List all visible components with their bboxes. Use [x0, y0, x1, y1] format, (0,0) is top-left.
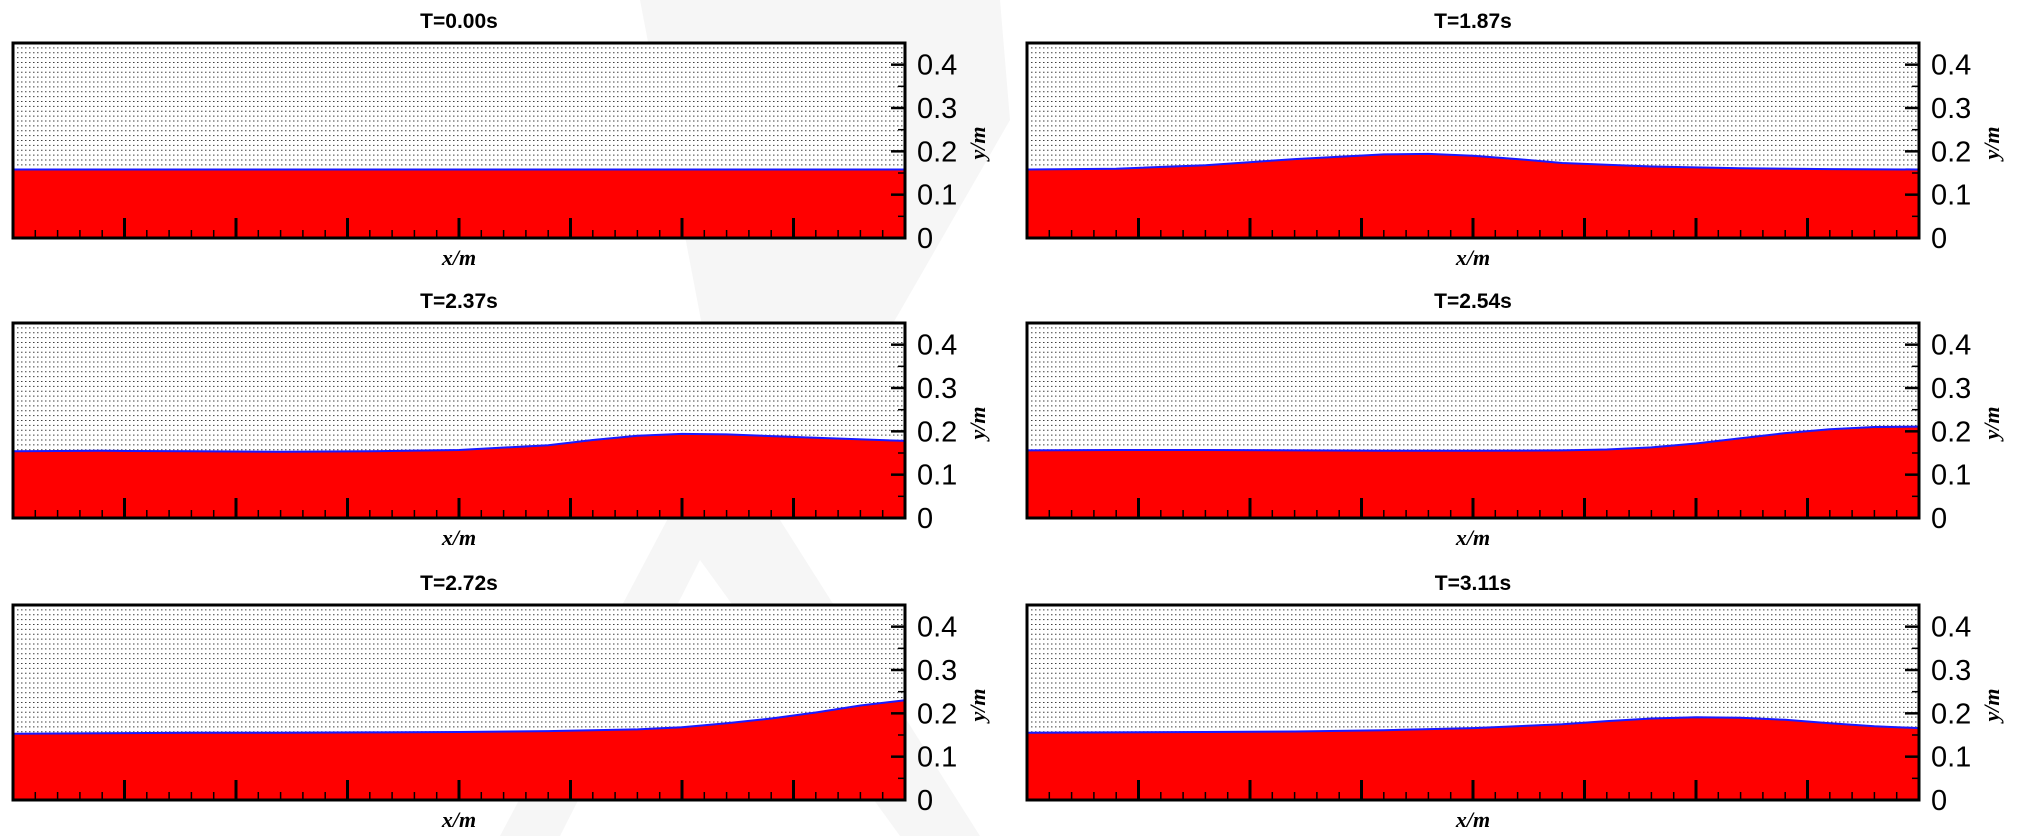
y-tick-label: 0.1	[917, 180, 957, 212]
x-ticks	[1048, 498, 1898, 518]
panel-5: T=2.72s 0 0.1 0.2 0.3 0.4 x/m y/m	[11, 572, 990, 832]
y-tick-label: 0.2	[917, 698, 957, 730]
water-area	[13, 433, 905, 518]
panel-4: T=2.54s 0 0.1 0.2 0.3 0.4 x/m y/m	[1025, 290, 2004, 550]
y-tick-label: 0.1	[917, 742, 957, 774]
y-tick-label: 0.1	[1931, 180, 1971, 212]
y-tick-label: 0	[917, 785, 933, 817]
y-tick-label: 0	[917, 223, 933, 255]
water-area	[1027, 153, 1919, 238]
y-axis-label: y/m	[1979, 127, 2004, 163]
panel-1: T=0.00s 0 0.1 0.2 0.3 0.4 x/m y/m	[11, 10, 990, 270]
x-ticks	[1048, 780, 1898, 800]
panel-2: T=1.87s 0 0.1 0.2 0.3 0.4 x/m y/m	[1025, 10, 2004, 270]
y-axis-label: y/m	[965, 127, 990, 163]
y-tick-label: 0.2	[1931, 416, 1971, 448]
x-axis-label: x/m	[441, 807, 476, 832]
y-tick-label: 0.4	[1931, 612, 1971, 644]
water-area	[1027, 717, 1919, 800]
x-ticks	[34, 218, 884, 238]
y-tick-label: 0	[1931, 503, 1947, 535]
y-tick-label: 0.3	[917, 373, 957, 405]
panel-6: T=3.11s 0 0.1 0.2 0.3 0.4 x/m y/m	[1025, 572, 2004, 832]
y-tick-label: 0.3	[917, 655, 957, 687]
panel-3: T=2.37s 0 0.1 0.2 0.3 0.4 x/m y/m	[11, 290, 990, 550]
y-ticks	[891, 63, 905, 218]
free-surface-line	[1026, 716, 1920, 734]
panel-title: T=2.54s	[1434, 290, 1512, 313]
free-surface-line	[1026, 425, 1920, 452]
y-tick-label: 0	[1931, 223, 1947, 255]
y-tick-label: 0.3	[917, 93, 957, 125]
y-tick-label: 0.4	[917, 50, 957, 82]
y-tick-label: 0.4	[917, 330, 957, 362]
panel-title: T=1.87s	[1434, 10, 1512, 33]
x-axis-label: x/m	[1455, 807, 1490, 832]
y-tick-label: 0	[917, 503, 933, 535]
y-tick-label: 0.2	[1931, 136, 1971, 168]
panel-title: T=2.72s	[420, 572, 498, 595]
y-tick-label: 0.2	[917, 136, 957, 168]
x-axis-label: x/m	[441, 525, 476, 550]
y-tick-label: 0	[1931, 785, 1947, 817]
y-tick-label: 0.4	[1931, 330, 1971, 362]
free-surface-line	[12, 699, 906, 735]
y-axis-label: y/m	[965, 407, 990, 443]
free-surface-line	[1026, 152, 1920, 171]
y-ticks	[891, 343, 905, 498]
x-axis-label: x/m	[1455, 245, 1490, 270]
x-axis-label: x/m	[1455, 525, 1490, 550]
water-area	[1027, 426, 1919, 518]
panel-title: T=0.00s	[420, 10, 498, 33]
free-surface-line	[12, 432, 906, 453]
y-tick-label: 0.4	[1931, 50, 1971, 82]
y-tick-label: 0.1	[1931, 460, 1971, 492]
x-ticks	[1048, 218, 1898, 238]
y-tick-label: 0.2	[917, 416, 957, 448]
y-ticks	[1905, 343, 1919, 498]
y-ticks	[891, 625, 905, 780]
y-axis-label: y/m	[1979, 407, 2004, 443]
y-tick-label: 0.3	[1931, 655, 1971, 687]
y-tick-label: 0.3	[1931, 93, 1971, 125]
x-ticks	[34, 780, 884, 800]
panel-title: T=3.11s	[1435, 572, 1511, 595]
panels: T=0.00s 0 0.1 0.2 0.3 0.4 x/m y/m T=1.87s 0 0.1 0.2…	[11, 10, 2004, 832]
y-axis-label: y/m	[1979, 689, 2004, 725]
y-tick-label: 0.1	[1931, 742, 1971, 774]
y-tick-label: 0.3	[1931, 373, 1971, 405]
y-axis-label: y/m	[965, 689, 990, 725]
y-tick-label: 0.2	[1931, 698, 1971, 730]
water-area	[13, 700, 905, 800]
y-ticks	[1905, 625, 1919, 780]
y-tick-label: 0.4	[917, 612, 957, 644]
y-tick-label: 0.1	[917, 460, 957, 492]
x-ticks	[34, 498, 884, 518]
panel-title: T=2.37s	[420, 290, 498, 313]
y-ticks	[1905, 63, 1919, 218]
x-axis-label: x/m	[441, 245, 476, 270]
